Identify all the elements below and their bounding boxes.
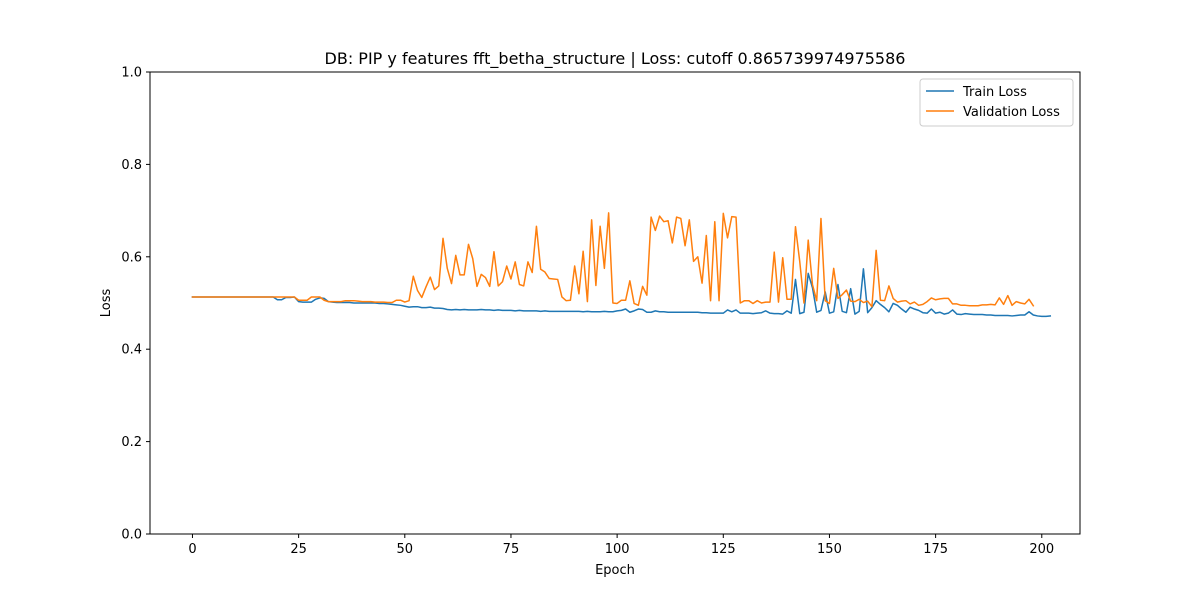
x-tick-label: 25 (290, 542, 307, 557)
plot-lines (191, 212, 1052, 318)
y-axis-label: Loss (99, 289, 114, 318)
y-tick-label: 0.8 (121, 158, 142, 173)
y-tick-label: 0.2 (121, 435, 142, 450)
chart-title: DB: PIP y features fft_betha_structure |… (325, 49, 906, 69)
y-tick-label: 0.6 (121, 250, 142, 265)
x-tick-label: 200 (1029, 542, 1054, 557)
x-tick-label: 75 (503, 542, 520, 557)
y-tick-label: 0.4 (121, 343, 142, 358)
legend-label-validation-loss: Validation Loss (963, 105, 1060, 120)
x-tick-label: 150 (817, 542, 842, 557)
x-tick-label: 125 (711, 542, 736, 557)
x-tick-label: 100 (605, 542, 630, 557)
x-tick-label: 50 (397, 542, 414, 557)
x-axis-label: Epoch (595, 563, 635, 578)
y-tick-label: 0.0 (121, 528, 142, 543)
legend: Train Loss Validation Loss (919, 78, 1074, 127)
plot-frame (149, 71, 1081, 535)
series-line-train-loss (191, 268, 1052, 318)
series-line-validation-loss (191, 212, 1035, 308)
y-tick-label: 1.0 (121, 66, 142, 81)
y-axis: 0.0 0.2 0.4 0.6 0.8 1.0 (121, 66, 150, 543)
legend-label-train-loss: Train Loss (962, 85, 1027, 100)
legend-box (919, 78, 1074, 127)
x-tick-label: 175 (923, 542, 948, 557)
x-tick-label: 0 (188, 542, 196, 557)
x-axis: 0 25 50 75 100 125 150 175 200 (188, 534, 1054, 557)
